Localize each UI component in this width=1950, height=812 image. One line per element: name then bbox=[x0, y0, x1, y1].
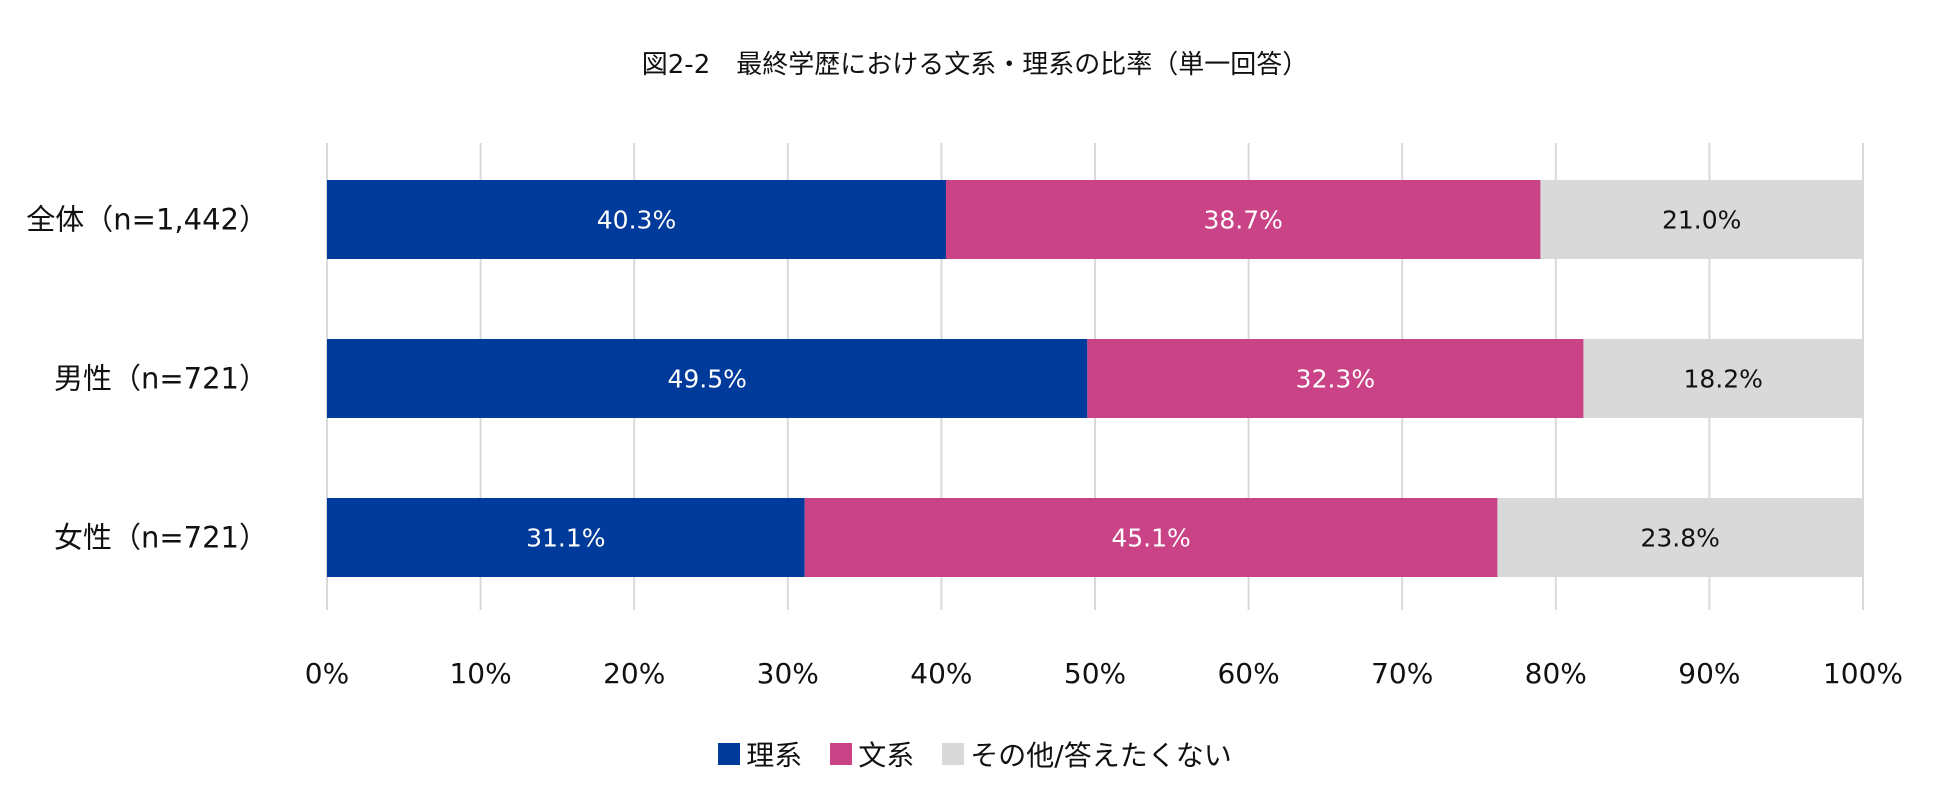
data-label: 38.7% bbox=[1204, 206, 1283, 235]
legend-item: 理系 bbox=[718, 734, 802, 774]
x-tick-label: 60% bbox=[1217, 657, 1279, 690]
category-label: 男性（n=721） bbox=[54, 362, 268, 396]
data-label: 40.3% bbox=[597, 206, 676, 235]
x-tick-label: 10% bbox=[449, 657, 511, 690]
x-tick-label: 0% bbox=[305, 657, 349, 690]
x-tick-label: 30% bbox=[757, 657, 819, 690]
legend-label: 理系 bbox=[746, 739, 803, 772]
bar-segment bbox=[946, 180, 1541, 259]
data-label: 32.3% bbox=[1296, 365, 1375, 394]
x-tick-label: 100% bbox=[1823, 657, 1903, 690]
bar-segment bbox=[1583, 339, 1863, 418]
x-tick-label: 40% bbox=[910, 657, 972, 690]
x-tick-label: 80% bbox=[1525, 657, 1587, 690]
data-label: 21.0% bbox=[1662, 206, 1741, 235]
bar-segment bbox=[1540, 180, 1863, 259]
legend-label: その他/答えたくない bbox=[970, 739, 1232, 772]
bar-segment bbox=[327, 498, 805, 577]
legend: 理系 文系 その他/答えたくない bbox=[0, 734, 1950, 774]
legend-swatch bbox=[830, 743, 853, 765]
bar-segment bbox=[327, 339, 1088, 418]
legend-label: 文系 bbox=[858, 739, 915, 772]
legend-item: 文系 bbox=[830, 734, 914, 774]
data-label: 23.8% bbox=[1641, 524, 1720, 553]
legend-item: その他/答えたくない bbox=[942, 734, 1232, 774]
data-label: 45.1% bbox=[1111, 524, 1190, 553]
legend-swatch bbox=[942, 743, 965, 765]
data-label: 31.1% bbox=[526, 524, 605, 553]
x-tick-label: 70% bbox=[1371, 657, 1433, 690]
data-label: 18.2% bbox=[1684, 365, 1763, 394]
bar-segment bbox=[327, 180, 947, 259]
data-label: 49.5% bbox=[667, 365, 746, 394]
x-tick-label: 50% bbox=[1064, 657, 1126, 690]
bar-segment bbox=[1087, 339, 1584, 418]
x-tick-label: 90% bbox=[1678, 657, 1740, 690]
x-tick-label: 20% bbox=[603, 657, 665, 690]
bar-segment bbox=[804, 498, 1498, 577]
legend-swatch bbox=[718, 743, 741, 765]
chart-title: 図2-2 最終学歴における文系・理系の比率（単一回答） bbox=[641, 50, 1309, 80]
category-label: 女性（n=721） bbox=[54, 521, 268, 555]
bar-segment bbox=[1497, 498, 1863, 577]
category-label: 全体（n=1,442） bbox=[26, 203, 268, 237]
